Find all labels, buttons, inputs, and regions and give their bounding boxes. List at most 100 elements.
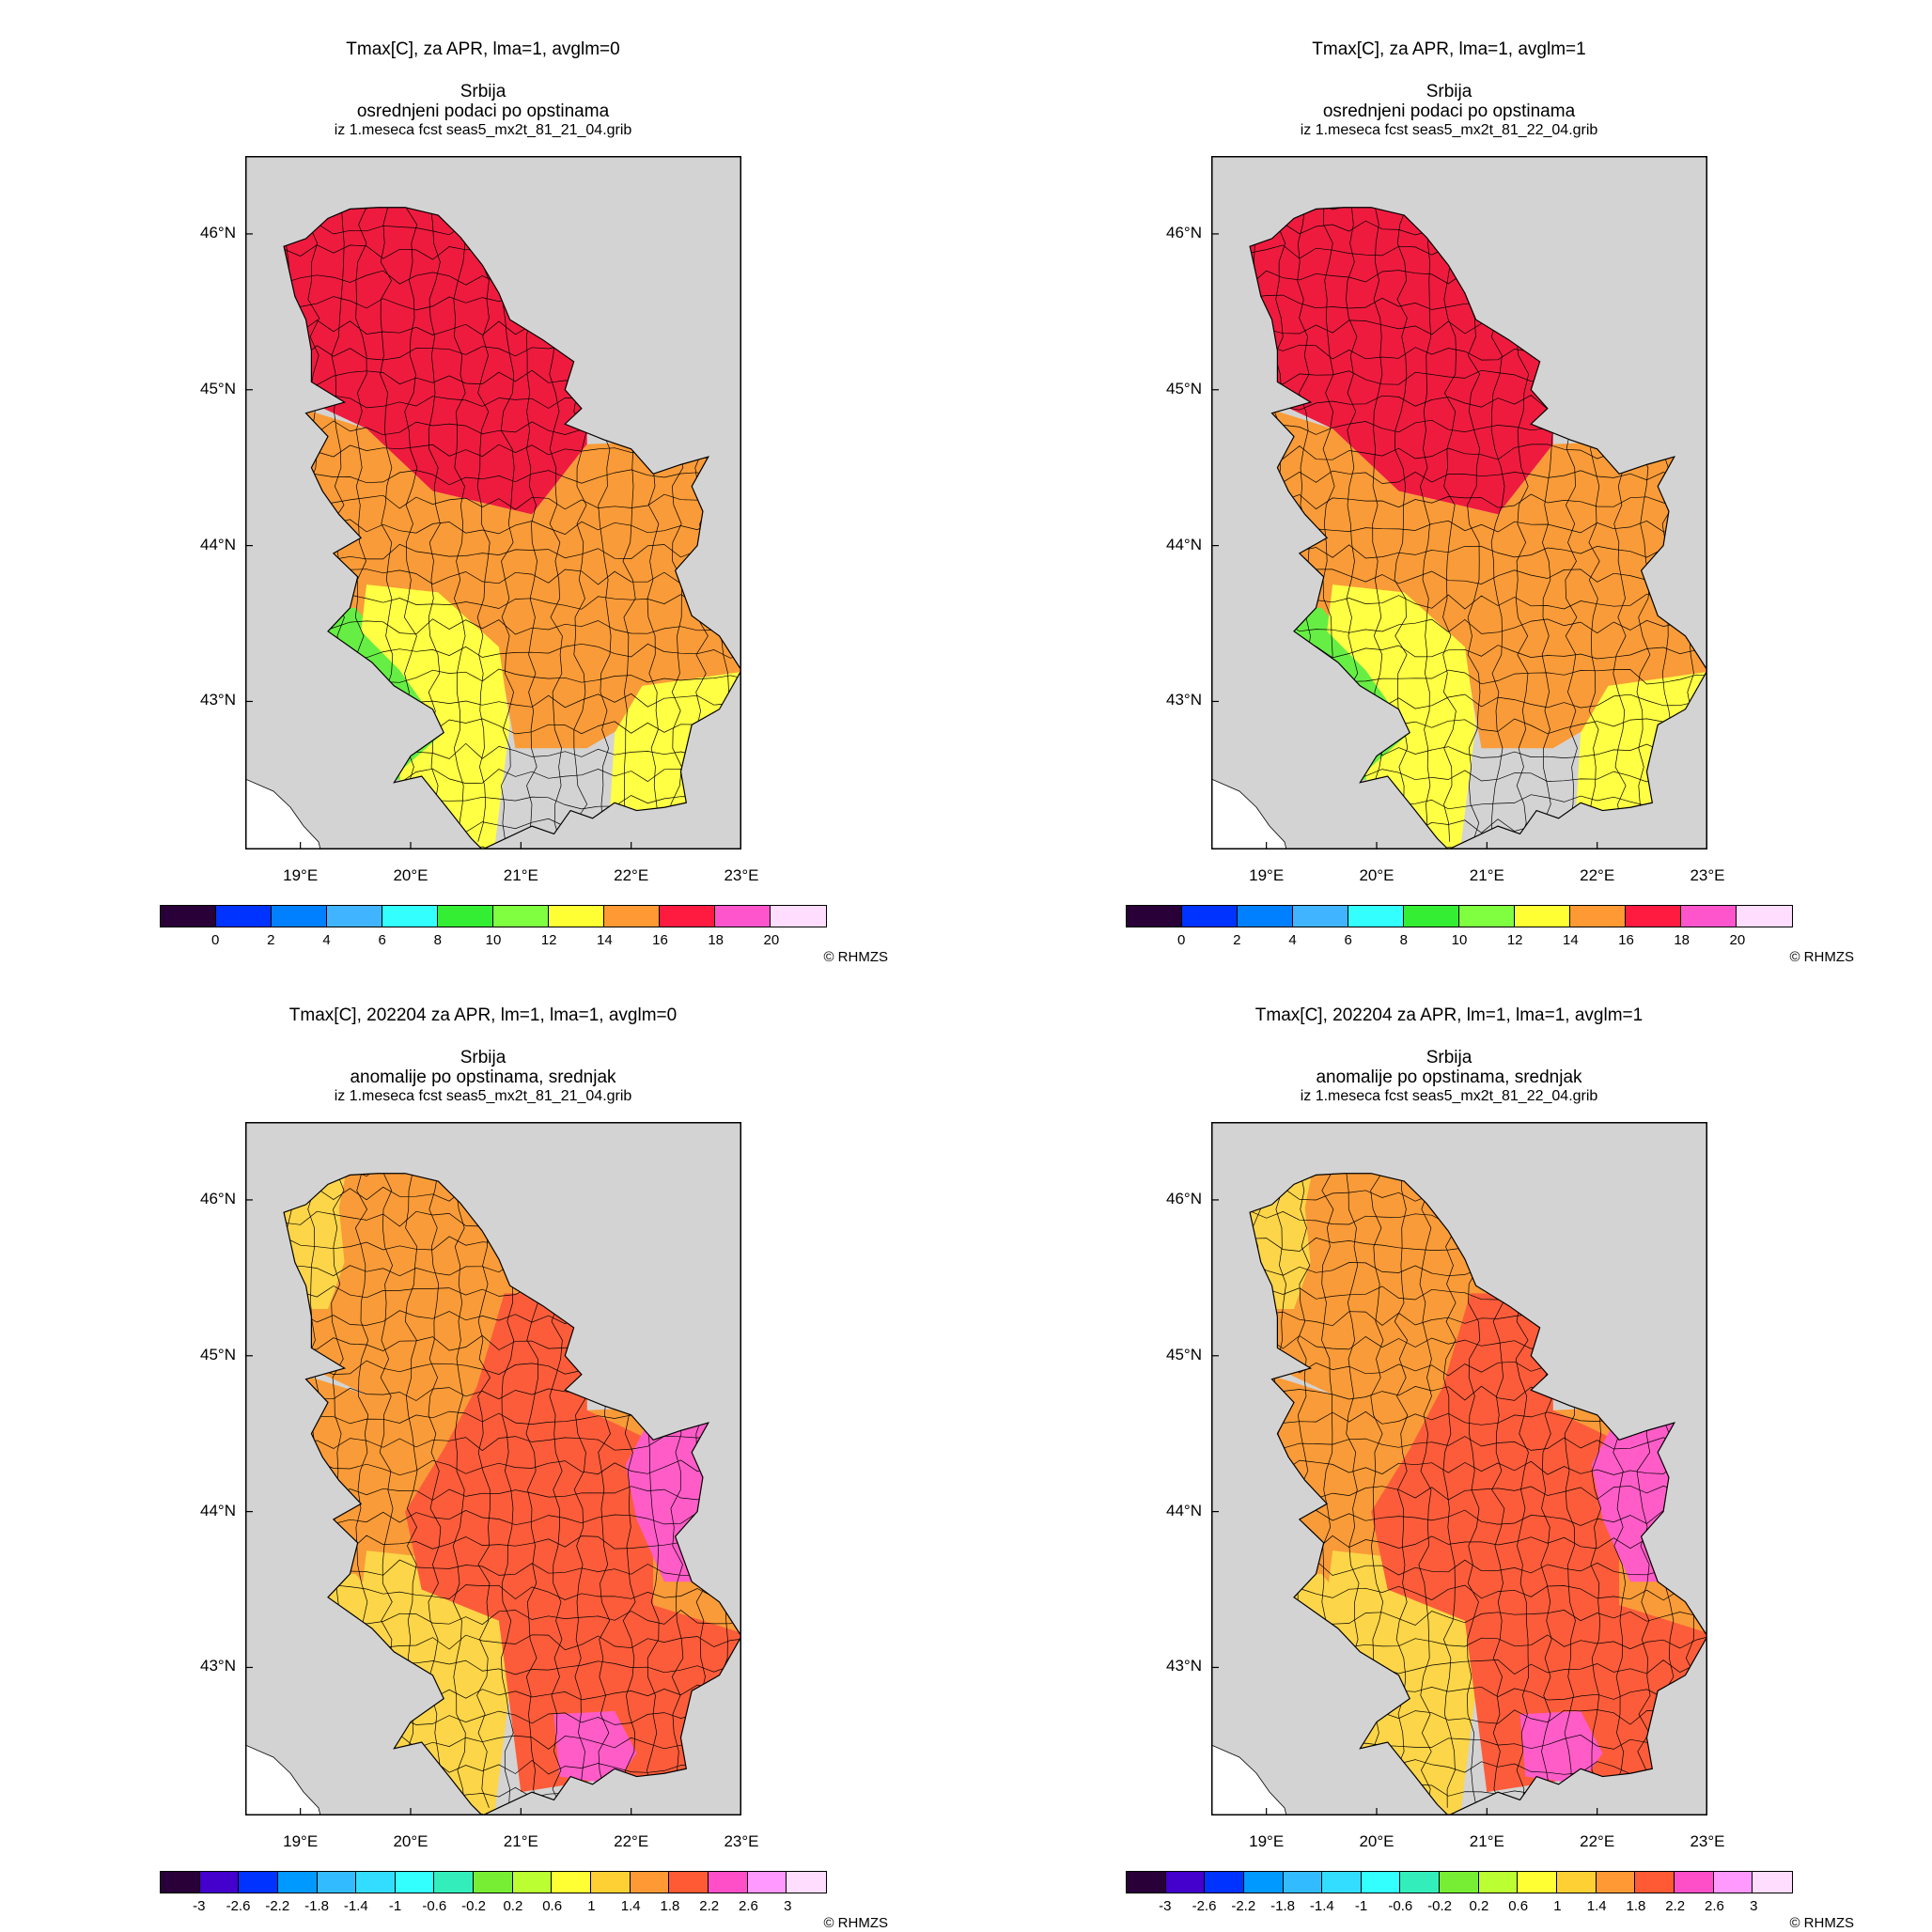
map-panel-4: Tmax[C], 202204 za APR, lm=1, lma=1, avg…	[966, 966, 1932, 1932]
municipal-boundary	[284, 618, 741, 635]
sea-area	[1211, 1744, 1287, 1815]
colorbar-label: 1	[587, 1898, 596, 1914]
map-frame	[1211, 156, 1707, 849]
lat-label: 46°N	[1166, 1189, 1202, 1208]
colorbar-box	[1478, 1872, 1519, 1893]
colorbar-box	[604, 906, 660, 927]
panel-region: Srbija	[460, 1048, 506, 1067]
lat-label: 45°N	[1166, 379, 1202, 397]
colorbar-box	[1400, 1872, 1441, 1893]
lon-label: 20°E	[1359, 866, 1394, 884]
lon-label: 22°E	[1580, 1832, 1615, 1850]
lat-label: 43°N	[200, 1657, 236, 1675]
colorbar-box	[438, 906, 493, 927]
map-area	[1211, 156, 1707, 849]
municipal-boundary	[1250, 493, 1707, 510]
lon-label: 21°E	[503, 1832, 538, 1850]
colorbar-box	[382, 906, 438, 927]
lon-label: 19°E	[1249, 1832, 1285, 1850]
colorbar-label: 1.8	[1626, 1898, 1646, 1914]
map-frame	[245, 156, 741, 849]
colorbar-label: 0.6	[542, 1898, 563, 1914]
colorbar-label: 6	[1344, 932, 1352, 948]
lon-label: 21°E	[1469, 866, 1504, 884]
colorbar-label: 8	[1399, 932, 1408, 948]
country-outline	[283, 1173, 741, 1815]
colorbar-label: 2.2	[699, 1898, 720, 1914]
lat-label: 45°N	[200, 379, 236, 397]
municipal-boundary	[1250, 1584, 1707, 1601]
colorbar-label: -0.2	[461, 1898, 487, 1914]
municipal-boundary	[1250, 618, 1707, 634]
colorbar-box	[1238, 906, 1293, 927]
colorbar-label: 14	[1562, 932, 1579, 948]
panel-region: Srbija	[1426, 1048, 1472, 1067]
colorbar-label: -1.4	[343, 1898, 368, 1914]
colorbar-box	[1713, 1872, 1753, 1893]
colorbar-box	[1404, 906, 1459, 927]
lat-label: 45°N	[200, 1345, 236, 1363]
colorbar-label: 12	[540, 932, 557, 948]
colorbar-label: 12	[1506, 932, 1523, 948]
colorbar-label: 2	[1233, 932, 1241, 948]
colorbar-label: 8	[433, 932, 442, 948]
colorbar-label: 4	[322, 932, 331, 948]
colorbar-label: -2.6	[226, 1898, 251, 1914]
zone-eastmid	[405, 1293, 741, 1793]
lon-label: 23°E	[1690, 1832, 1725, 1850]
lon-label: 19°E	[283, 866, 319, 884]
lat-label: 46°N	[200, 1189, 236, 1208]
colorbar	[160, 905, 827, 927]
colorbar-box	[1243, 1872, 1284, 1893]
municipal-boundary	[1442, 207, 1457, 842]
sea-area	[1211, 778, 1287, 849]
lon-label: 22°E	[1580, 866, 1615, 884]
sea-area	[245, 778, 321, 849]
colorbar-label: 10	[1451, 932, 1468, 948]
colorbar-box	[1674, 1872, 1714, 1893]
colorbar-label: 0.2	[1469, 1898, 1489, 1914]
copyright: © RHMZS	[1789, 1915, 1854, 1931]
zone-south	[361, 584, 510, 849]
lon-label: 21°E	[503, 866, 538, 884]
colorbar-box	[660, 906, 715, 927]
colorbar-label: 1.4	[1586, 1898, 1607, 1914]
colorbar-label: 10	[485, 932, 502, 948]
colorbar-label: 0	[210, 932, 220, 948]
lat-label: 44°N	[1166, 535, 1202, 553]
colorbar-box	[1293, 906, 1348, 927]
colorbar-box	[1626, 906, 1681, 927]
colorbar-box	[327, 906, 382, 927]
municipal-boundary	[1418, 1173, 1432, 1808]
municipal-boundary	[1250, 1436, 1707, 1452]
colorbar-box	[161, 1872, 200, 1893]
colorbar-label: -1.8	[1270, 1898, 1295, 1914]
colorbar-box	[1165, 1872, 1206, 1893]
colorbar-label: -1	[1354, 1898, 1368, 1914]
panel-title: Tmax[C], za APR, lma=1, avglm=1	[1312, 39, 1586, 59]
municipal-boundary	[1250, 543, 1707, 560]
colorbar-label: -0.6	[422, 1898, 447, 1914]
map-svg	[1211, 156, 1707, 849]
zone-pink-south	[1519, 1710, 1603, 1784]
country-outline	[1249, 1173, 1707, 1815]
municipal-boundary	[453, 207, 466, 842]
colorbar-label: 4	[1288, 932, 1297, 948]
colorbar-label: -3	[1159, 1898, 1172, 1914]
colorbar-label: 18	[708, 932, 724, 948]
panel-source: iz 1.meseca fcst seas5_mx2t_81_22_04.gri…	[1300, 122, 1598, 138]
panel-region: Srbija	[460, 82, 506, 101]
lon-label: 19°E	[283, 1832, 319, 1850]
colorbar-box	[1557, 1872, 1597, 1893]
sea-area	[245, 1744, 321, 1815]
colorbar-label: 20	[1729, 932, 1746, 948]
panel-subtitle: osrednjeni podaci po opstinama	[1322, 101, 1576, 121]
colorbar-label: 20	[763, 932, 780, 948]
colorbar-label: -0.2	[1427, 1898, 1453, 1914]
colorbar-box	[669, 1872, 709, 1893]
colorbar-box	[493, 906, 549, 927]
lat-label: 46°N	[1166, 223, 1202, 242]
map-svg	[245, 156, 741, 849]
colorbar-label: 2.6	[1705, 1898, 1724, 1914]
panel-title: Tmax[C], 202204 za APR, lm=1, lma=1, avg…	[1254, 1005, 1644, 1025]
